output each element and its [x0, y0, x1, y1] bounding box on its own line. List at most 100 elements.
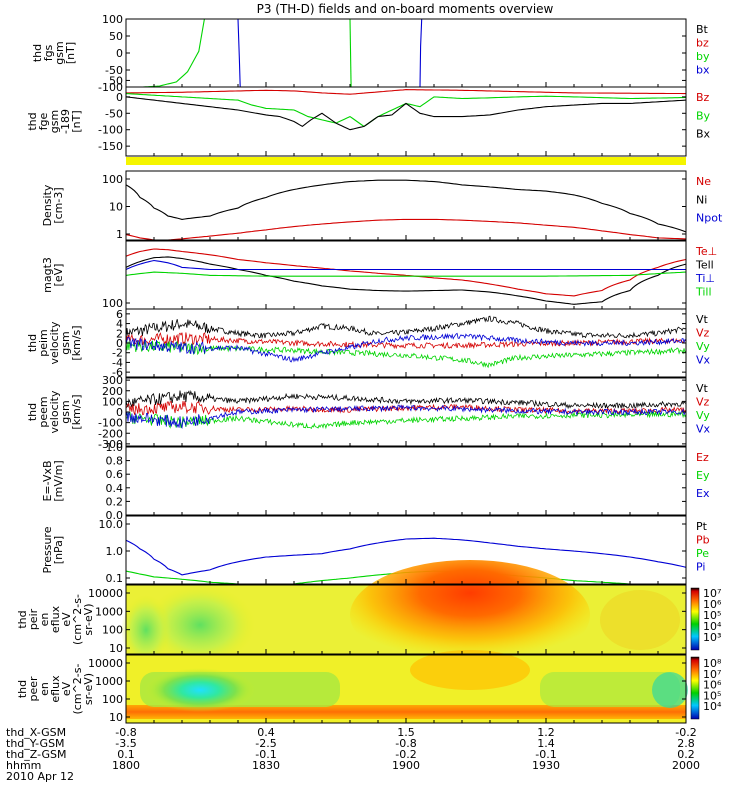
legend-p6-vx: Vx — [696, 423, 711, 436]
colorbar-label-p9: 10³ — [703, 631, 721, 644]
series-line-p6-vt — [126, 389, 686, 410]
y-tick-label-p6: 100 — [102, 395, 123, 408]
x-row-value: 1830 — [252, 759, 280, 772]
y-axis-label-p10: en — [38, 682, 51, 696]
legend-p7-ey: Ey — [696, 469, 710, 482]
y-axis-label-p1: gsm — [53, 41, 66, 64]
legend-p2-by: By — [696, 109, 711, 122]
x-row-label: thd_Y-GSM — [6, 737, 65, 750]
y-tick-label-p3: 1 — [116, 228, 123, 241]
panels — [126, 19, 686, 584]
legend-p7-ez: Ez — [696, 451, 709, 464]
y-tick-label-p7: 0.0 — [106, 509, 124, 522]
x-row-label: hhmm — [6, 759, 41, 772]
y-tick-label-p4: 100 — [102, 297, 123, 310]
y-axis-label-p3: Density — [41, 184, 54, 226]
x-row-value: -3.5 — [115, 737, 136, 750]
y-axis-label-p10: sr-eV) — [82, 673, 95, 705]
series-line-p1-by — [126, 19, 205, 87]
y-tick-label-p6: -200 — [98, 427, 123, 440]
ion-flux-region-3 — [600, 590, 680, 650]
legend-p4-tell: Tell — [695, 259, 714, 272]
legend-p6-vz: Vz — [696, 396, 710, 409]
date-label: 2010 Apr 12 — [6, 770, 74, 783]
y-axis-label-p2: gsm — [48, 110, 61, 133]
y-tick-label-p7: 0.6 — [106, 468, 124, 481]
legend-p4-ti: Ti⊥ — [695, 272, 715, 285]
y-tick-label-p10: 1000 — [95, 675, 123, 688]
y-axis-label-p5: gsm — [59, 331, 72, 354]
y-tick-label-p3: 100 — [102, 173, 123, 186]
colorbar-label-p9: 10⁵ — [703, 609, 721, 622]
y-axis-label-p1: [nT] — [64, 42, 77, 64]
y-tick-label-p1: 50 — [109, 30, 123, 43]
y-tick-label-p2: 50 — [109, 74, 123, 87]
colorbar-label-p10: 10⁵ — [703, 689, 721, 702]
y-tick-label-p8: 1.0 — [106, 545, 124, 558]
legend-p8-pb: Pb — [696, 534, 710, 547]
series-line-p5-vz — [126, 332, 686, 350]
series-line-p2-by — [126, 93, 686, 128]
legend-p5-vt: Vt — [696, 313, 709, 326]
y-tick-label-p5: 2 — [116, 327, 123, 340]
x-row-value: -0.1 — [255, 748, 276, 761]
axes-layer: 100500-50-100thdfgsgsm[nT]Btbzbybx500-50… — [16, 13, 723, 724]
colorbar-label-p10: 10⁸ — [703, 657, 722, 670]
electron-low-energy-band — [126, 705, 686, 719]
y-axis-label-p6: peem — [37, 396, 50, 427]
y-tick-label-p7: 1.0 — [106, 441, 124, 454]
series-line-p4-te — [126, 248, 686, 297]
x-row-value: 2000 — [672, 759, 700, 772]
x-row-value: 1930 — [532, 759, 560, 772]
series-line-p1-by — [349, 19, 352, 87]
panel-frame-p3 — [125, 170, 687, 241]
y-axis-label-p9: peir — [27, 608, 40, 630]
x-row-value: 1.5 — [397, 726, 415, 739]
colorbar-label-p10: 10⁴ — [703, 700, 722, 713]
y-axis-label-p5: [km/s] — [70, 325, 83, 360]
series-group-p1 — [126, 19, 423, 87]
legend-p7-ex: Ex — [696, 487, 710, 500]
y-axis-label-p2: [nT] — [70, 110, 83, 132]
series-line-p1-bx — [419, 19, 423, 87]
y-axis-label-p9: eflux — [49, 605, 62, 633]
y-tick-label-p2: -100 — [98, 124, 123, 137]
y-tick-label-p10: 100 — [102, 693, 123, 706]
y-tick-label-p5: -2 — [112, 347, 123, 360]
legend-p1-bt: Bt — [696, 23, 709, 36]
y-axis-label-p5: peim — [37, 329, 50, 357]
x-row-value: 2.8 — [677, 737, 695, 750]
x-row-value: -0.1 — [535, 748, 556, 761]
legend-p1-bz: bz — [696, 37, 709, 50]
y-tick-label-p5: 6 — [116, 308, 123, 321]
y-tick-label-p2: 0 — [116, 91, 123, 104]
legend-p4-till: Till — [695, 286, 712, 299]
colorbar-label-p10: 10⁷ — [703, 668, 721, 681]
colorbar-electron-bar — [690, 656, 700, 720]
series-line-p3-ne — [126, 218, 686, 240]
y-axis-label-p4: [eV] — [52, 264, 65, 287]
y-axis-label-p10: (cm^2-s- — [71, 664, 84, 715]
y-axis-label-p6: gsm — [59, 400, 72, 423]
y-tick-label-p6: -300 — [98, 438, 123, 451]
y-axis-label-p6: velocity — [48, 390, 61, 433]
data-flag-bar — [126, 157, 686, 165]
x-row-value: 0.1 — [117, 748, 135, 761]
colorbar-electron — [690, 656, 700, 720]
y-axis-label-p5: velocity — [48, 321, 61, 364]
y-tick-label-p10: 10000 — [88, 657, 123, 670]
y-axis-label-p7: E=-VxB — [41, 460, 54, 501]
legend-p6-vt: Vt — [696, 382, 709, 395]
x-row-value: -0.8 — [115, 726, 136, 739]
y-tick-label-p5: 0 — [116, 337, 123, 350]
y-axis-label-p9: (cm^2-s- — [71, 594, 84, 645]
legend-p2-bz: Bz — [696, 91, 710, 104]
y-tick-label-p6: 200 — [102, 385, 123, 398]
ion-low-flux-region-2 — [121, 595, 171, 665]
series-line-p6-vz — [126, 401, 686, 416]
y-tick-label-p9: 1000 — [95, 605, 123, 618]
y-axis-label-p2: -189 — [59, 109, 72, 134]
y-axis-label-p10: eV — [60, 681, 73, 696]
series-group-p4 — [126, 248, 686, 305]
